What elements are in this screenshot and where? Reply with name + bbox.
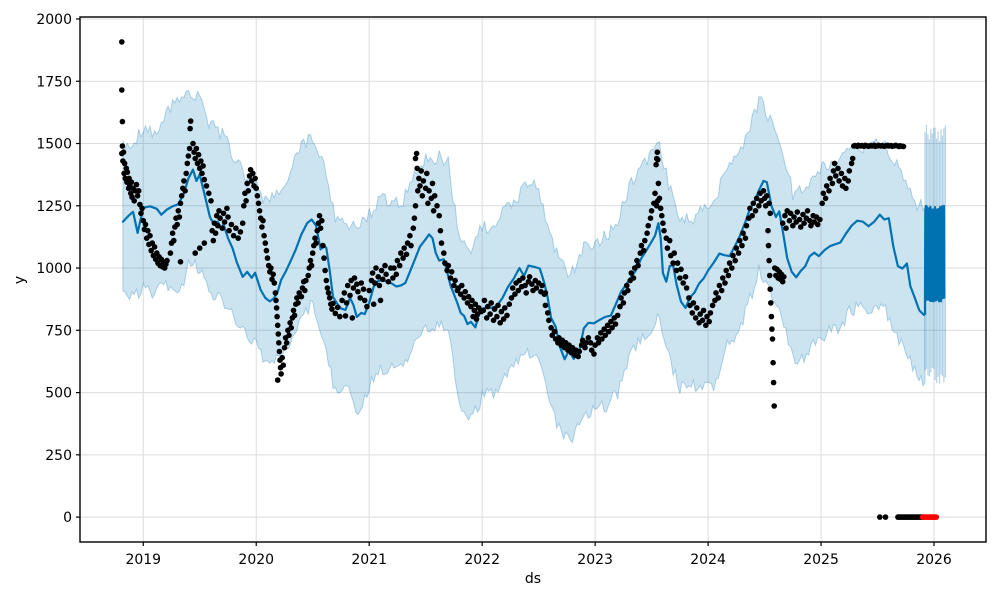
x-tick-label-2019: 2019 [125, 552, 161, 568]
x-tick-label-2023: 2023 [577, 552, 613, 568]
x-tick-label-2025: 2025 [803, 552, 839, 568]
y-tick-label-2000: 2000 [36, 12, 72, 28]
gridlines [80, 17, 986, 542]
y-tick-label-500: 500 [45, 386, 72, 402]
y-tick-label-1000: 1000 [36, 261, 72, 277]
y-tick-label-1250: 1250 [36, 199, 72, 215]
uncertainty-band [122, 89, 926, 444]
observed-scatter-points [119, 39, 926, 520]
y-tick-label-1750: 1750 [36, 74, 72, 90]
axes-spines [79, 16, 987, 543]
axis-ticks [76, 18, 935, 546]
x-tick-label-2020: 2020 [238, 552, 274, 568]
x-tick-label-2021: 2021 [351, 552, 387, 568]
y-tick-label-250: 250 [45, 448, 72, 464]
y-axis-label: y [12, 276, 28, 284]
y-tick-label-0: 0 [63, 510, 72, 526]
future-actual-points [919, 514, 940, 520]
x-axis-label: ds [525, 571, 541, 587]
y-tick-label-750: 750 [45, 323, 72, 339]
x-tick-label-2026: 2026 [916, 552, 952, 568]
x-tick-label-2024: 2024 [690, 552, 726, 568]
axis-tick-labels: 2019 2020 2021 2022 2023 2024 2025 2026 0 250 500 7… [36, 12, 952, 568]
forecast-oscillation-block [923, 204, 946, 315]
x-tick-label-2022: 2022 [464, 552, 500, 568]
y-tick-label-1500: 1500 [36, 137, 72, 153]
